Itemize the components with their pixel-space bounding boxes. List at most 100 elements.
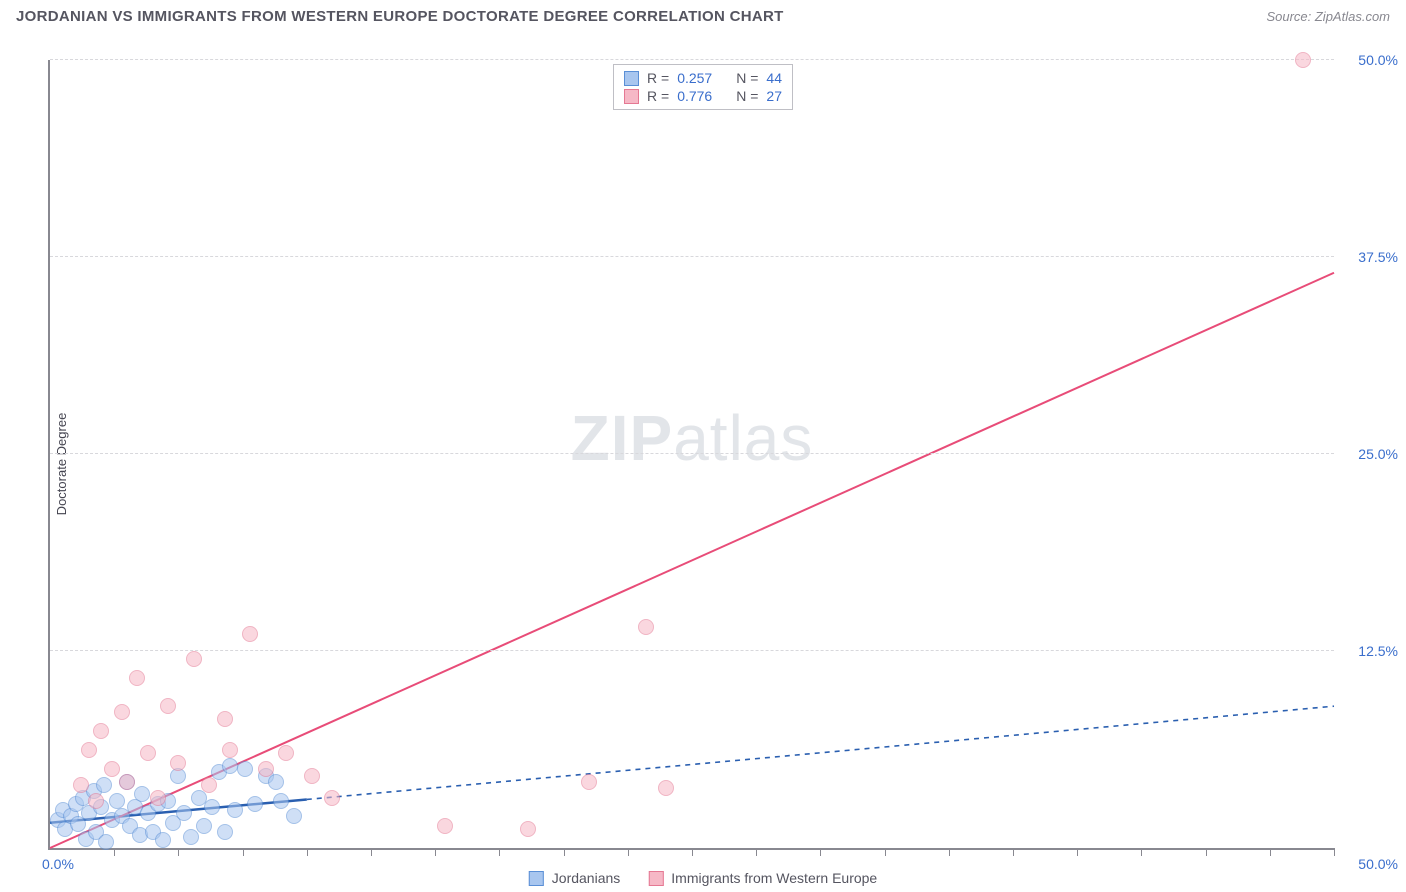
data-point [222,758,238,774]
x-tick [1013,848,1014,856]
data-point [201,777,217,793]
data-point [247,796,263,812]
data-point [129,670,145,686]
data-point [176,805,192,821]
y-tick-label: 37.5% [1358,249,1398,265]
gridline [50,453,1334,454]
data-point [204,799,220,815]
data-point [81,742,97,758]
data-point [186,651,202,667]
x-tick [1334,848,1335,856]
data-point [134,786,150,802]
x-tick [628,848,629,856]
bottom-legend: Jordanians Immigrants from Western Europ… [529,870,877,886]
x-tick [1077,848,1078,856]
data-point [217,824,233,840]
series1-r-value: 0.257 [677,70,712,86]
data-point [227,802,243,818]
data-point [638,619,654,635]
series2-swatch-icon [648,871,663,886]
y-tick-label: 50.0% [1358,52,1398,68]
n-label: N = [736,88,758,104]
data-point [520,821,536,837]
data-point [258,761,274,777]
series2-n-value: 27 [766,88,782,104]
data-point [170,755,186,771]
data-point [237,761,253,777]
r-label: R = [647,70,669,86]
series1-swatch-icon [529,871,544,886]
x-tick [114,848,115,856]
series1-n-value: 44 [766,70,782,86]
correlation-row-1: R = 0.257 N = 44 [624,69,782,87]
x-tick [1141,848,1142,856]
data-point [73,777,89,793]
data-point [437,818,453,834]
y-tick-label: 12.5% [1358,643,1398,659]
data-point [217,711,233,727]
plot-region: ZIPatlas 12.5%25.0%37.5%50.0%0.0%50.0% [48,60,1334,850]
data-point [222,742,238,758]
data-point [304,768,320,784]
gridline [50,650,1334,651]
legend-item-2: Immigrants from Western Europe [648,870,877,886]
x-tick [1270,848,1271,856]
series1-swatch-icon [624,71,639,86]
origin-label: 0.0% [42,856,74,872]
data-point [98,834,114,850]
x-tick [756,848,757,856]
data-point [150,790,166,806]
data-point [273,793,289,809]
data-point [324,790,340,806]
data-point [183,829,199,845]
series2-r-value: 0.776 [677,88,712,104]
trend-lines-svg [50,60,1334,848]
chart-header: JORDANIAN VS IMMIGRANTS FROM WESTERN EUR… [0,0,1406,29]
data-point [196,818,212,834]
y-tick-label: 25.0% [1358,446,1398,462]
data-point [96,777,112,793]
r-label: R = [647,88,669,104]
data-point [278,745,294,761]
x-tick [499,848,500,856]
data-point [114,704,130,720]
data-point [242,626,258,642]
x-tick [243,848,244,856]
series2-swatch-icon [624,89,639,104]
legend-label-2: Immigrants from Western Europe [671,870,877,886]
data-point [88,793,104,809]
gridline [50,59,1334,60]
data-point [268,774,284,790]
x-tick [1206,848,1207,856]
chart-area: Doctorate Degree ZIPatlas 12.5%25.0%37.5… [0,36,1406,892]
data-point [286,808,302,824]
legend-item-1: Jordanians [529,870,621,886]
data-point [104,761,120,777]
data-point [155,832,171,848]
data-point [581,774,597,790]
x-tick [692,848,693,856]
gridline [50,256,1334,257]
chart-title: JORDANIAN VS IMMIGRANTS FROM WESTERN EUR… [16,8,784,25]
correlation-box: R = 0.257 N = 44 R = 0.776 N = 27 [613,64,793,110]
x-tick [949,848,950,856]
chart-source: Source: ZipAtlas.com [1266,9,1390,24]
data-point [93,723,109,739]
x-tick [371,848,372,856]
data-point [1295,52,1311,68]
x-tick [307,848,308,856]
data-point [140,745,156,761]
x-tick [820,848,821,856]
correlation-row-2: R = 0.776 N = 27 [624,87,782,105]
x-tick [885,848,886,856]
data-point [119,774,135,790]
x-tick [435,848,436,856]
n-label: N = [736,70,758,86]
x-tick [564,848,565,856]
xmax-label: 50.0% [1358,856,1398,872]
data-point [109,793,125,809]
data-point [658,780,674,796]
legend-label-1: Jordanians [552,870,621,886]
x-tick [178,848,179,856]
data-point [160,698,176,714]
